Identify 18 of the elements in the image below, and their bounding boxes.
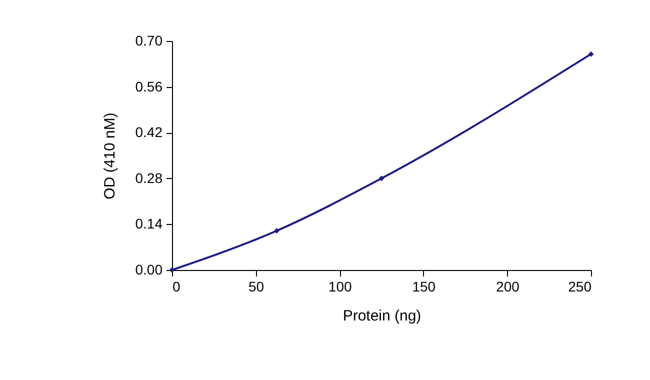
x-tick-label: 200 xyxy=(496,278,520,294)
x-axis-title: Protein (ng) xyxy=(342,308,422,324)
point xyxy=(378,176,384,182)
y-axis-title: OD (410 nM) xyxy=(101,112,118,200)
point xyxy=(274,228,280,234)
x-tick-label: 250 xyxy=(568,278,592,294)
x-tick-label: 150 xyxy=(412,278,436,294)
y-tick-label: 0.00 xyxy=(135,262,163,278)
y-tick-label: 0.56 xyxy=(135,78,163,94)
y-tick-label: 0.14 xyxy=(135,216,163,232)
point xyxy=(588,51,594,57)
x-tick-label: 50 xyxy=(248,278,264,294)
point xyxy=(169,267,175,273)
y-tick-label: 0.42 xyxy=(135,124,163,140)
y-tick-label: 0.28 xyxy=(135,170,163,186)
x-tick-label: 100 xyxy=(328,278,352,294)
x-tick-label: 0 xyxy=(172,278,180,294)
y-tick-label: 0.70 xyxy=(135,32,163,48)
